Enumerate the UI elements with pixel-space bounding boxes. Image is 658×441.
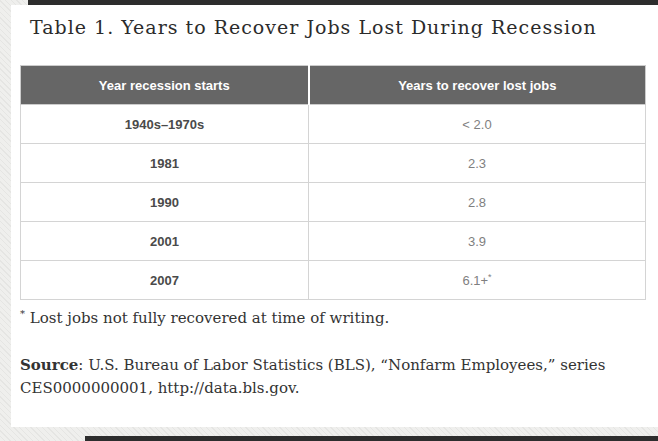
table-row: 1981 2.3 [21,144,646,183]
source-label: Source [20,356,78,374]
cell-years-to-recover: 3.9 [309,222,646,261]
cell-year: 1981 [21,144,309,183]
table-header-row: Year recession starts Years to recover l… [21,66,646,105]
content-card: Table 1. Years to Recover Jobs Lost Duri… [11,5,658,427]
cell-year: 1940s–1970s [21,105,309,144]
table-title: Table 1. Years to Recover Jobs Lost Duri… [30,16,597,38]
recession-recovery-table: Year recession starts Years to recover l… [20,65,646,300]
cell-year: 1990 [21,183,309,222]
cell-year: 2007 [21,261,309,300]
footnote-marker: * [488,271,492,281]
cell-years-to-recover: 2.3 [309,144,646,183]
cell-year: 2001 [21,222,309,261]
footnote-text: Lost jobs not fully recovered at time of… [30,309,389,327]
source-text-line1: : U.S. Bureau of Labor Statistics (BLS),… [78,356,605,374]
cell-years-to-recover: 2.8 [309,183,646,222]
footnote-asterisk: * [20,308,25,319]
table-row: 2001 3.9 [21,222,646,261]
cell-years-to-recover: < 2.0 [309,105,646,144]
column-header-year-recession-starts: Year recession starts [21,66,309,105]
page-background: Table 1. Years to Recover Jobs Lost Duri… [0,0,658,441]
table-row: 1990 2.8 [21,183,646,222]
window-edge-top [28,0,658,5]
source-note: Source: U.S. Bureau of Labor Statistics … [20,354,605,400]
table-row: 2007 6.1+* [21,261,646,300]
table-row: 1940s–1970s < 2.0 [21,105,646,144]
footnote: * Lost jobs not fully recovered at time … [20,309,389,327]
window-edge-bottom [85,436,658,441]
source-text-line2: CES0000000001, http://data.bls.gov. [20,379,299,397]
cell-years-to-recover: 6.1+* [309,261,646,300]
column-header-years-to-recover: Years to recover lost jobs [309,66,646,105]
